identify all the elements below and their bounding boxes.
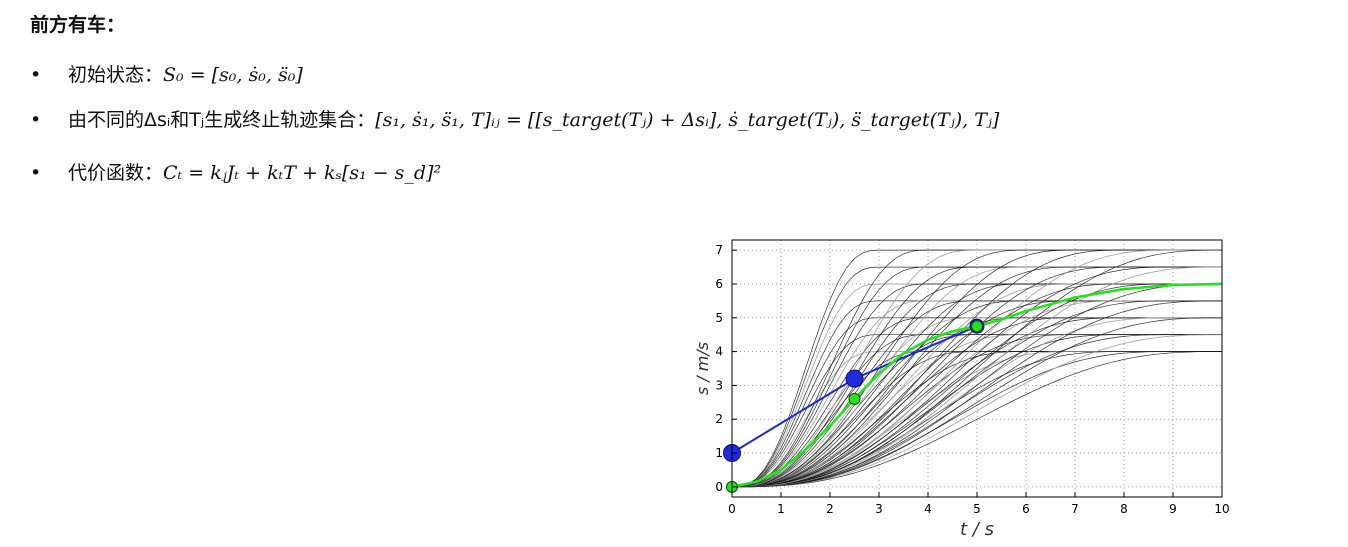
candidate-trajectory — [731, 300, 1222, 488]
x-tick-label: 0 — [728, 502, 736, 516]
x-tick-label: 9 — [1169, 502, 1177, 516]
candidate-trajectory — [731, 317, 1222, 488]
x-tick-label: 1 — [777, 502, 785, 516]
page-title: 前方有车： — [30, 14, 126, 36]
y-tick-label: 3 — [715, 378, 723, 392]
formula-cost-function: Cₜ = kⱼJₜ + kₜT + kₛ[s₁ − s_d]² — [163, 162, 442, 184]
trajectory-chart: 0 1 2 3 4 5 6 7 8 9 10 0 1 2 3 4 5 6 7 t / s s / m/s — [693, 239, 1230, 537]
x-tick-label: 10 — [1214, 502, 1229, 516]
bullet-label: 初始状态： — [68, 64, 164, 86]
candidate-trajectory — [731, 249, 1223, 488]
x-axis-label: t / s — [960, 519, 994, 537]
chart-axes: 0 1 2 3 4 5 6 7 8 9 10 0 1 2 3 4 5 6 7 — [715, 239, 1230, 516]
bullet-dot: • — [30, 162, 42, 184]
plot-frame — [731, 239, 1223, 498]
bullet-cost-function: • 代价函数：Cₜ = kⱼJₜ + kₜT + kₛ[s₁ − s_d]² — [30, 158, 441, 185]
candidate-trajectory — [731, 266, 1222, 488]
green-optimal-trajectory — [731, 282, 1223, 489]
candidate-trajectory — [731, 300, 1222, 488]
x-tick-label: 5 — [973, 502, 981, 516]
bullet-label: 代价函数： — [68, 162, 164, 184]
y-axis-label: s / m/s — [693, 342, 712, 395]
candidate-trajectory — [731, 249, 1222, 488]
y-tick-label: 6 — [715, 277, 723, 291]
candidate-trajectory — [731, 334, 1222, 488]
candidate-trajectory — [731, 283, 1222, 488]
x-tick-label: 6 — [1022, 502, 1030, 516]
candidate-trajectory — [731, 283, 1222, 488]
y-tick-label: 4 — [715, 345, 723, 359]
candidate-trajectory — [731, 266, 1222, 488]
green-point — [848, 392, 861, 405]
blue-point — [845, 369, 864, 388]
x-tick-label: 8 — [1120, 502, 1128, 516]
candidate-trajectory — [731, 300, 1222, 488]
formula-terminal-set: [s₁, ṡ₁, s̈₁, T]ᵢⱼ = [[s_target(Tⱼ) + Δs… — [375, 109, 1000, 131]
bullet-dot: • — [30, 64, 42, 86]
y-tick-label: 1 — [715, 446, 723, 460]
y-tick-label: 0 — [715, 480, 723, 494]
candidate-trajectory — [731, 283, 1222, 488]
bullet-terminal-set: • 由不同的Δsᵢ和Tⱼ生成终止轨迹集合：[s₁, ṡ₁, s̈₁, T]ᵢⱼ =… — [30, 105, 999, 132]
bullet-dot: • — [30, 109, 42, 131]
candidate-trajectory — [731, 351, 1222, 488]
bullet-label: 由不同的Δsᵢ和Tⱼ生成终止轨迹集合： — [68, 109, 376, 131]
x-tick-label: 4 — [924, 502, 932, 516]
y-tick-label: 2 — [715, 412, 723, 426]
x-tick-label: 2 — [826, 502, 834, 516]
y-tick-label: 7 — [715, 243, 723, 257]
bullet-initial-state: • 初始状态：S₀ = [s₀, ṡ₀, s̈₀] — [30, 60, 303, 87]
x-tick-label: 7 — [1071, 502, 1079, 516]
candidate-trajectory — [731, 249, 1222, 488]
green-point — [971, 320, 983, 333]
candidate-curves — [731, 249, 1223, 488]
y-tick-label: 5 — [715, 311, 723, 325]
x-tick-label: 3 — [875, 502, 883, 516]
formula-initial-state: S₀ = [s₀, ṡ₀, s̈₀] — [163, 64, 303, 86]
